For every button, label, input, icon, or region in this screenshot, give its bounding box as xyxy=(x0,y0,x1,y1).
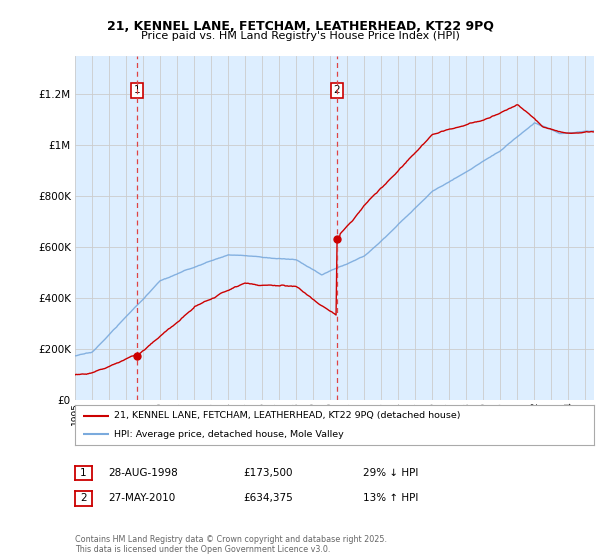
Text: 21, KENNEL LANE, FETCHAM, LEATHERHEAD, KT22 9PQ (detached house): 21, KENNEL LANE, FETCHAM, LEATHERHEAD, K… xyxy=(114,411,460,420)
Text: 2: 2 xyxy=(334,86,340,95)
Text: 1: 1 xyxy=(80,468,86,478)
Text: 21, KENNEL LANE, FETCHAM, LEATHERHEAD, KT22 9PQ: 21, KENNEL LANE, FETCHAM, LEATHERHEAD, K… xyxy=(107,20,493,32)
Text: 13% ↑ HPI: 13% ↑ HPI xyxy=(363,493,418,503)
Text: 28-AUG-1998: 28-AUG-1998 xyxy=(108,468,178,478)
Text: HPI: Average price, detached house, Mole Valley: HPI: Average price, detached house, Mole… xyxy=(114,430,344,439)
Text: 27-MAY-2010: 27-MAY-2010 xyxy=(108,493,175,503)
Text: Contains HM Land Registry data © Crown copyright and database right 2025.
This d: Contains HM Land Registry data © Crown c… xyxy=(75,535,387,554)
Text: Price paid vs. HM Land Registry's House Price Index (HPI): Price paid vs. HM Land Registry's House … xyxy=(140,31,460,41)
Text: 29% ↓ HPI: 29% ↓ HPI xyxy=(363,468,418,478)
Text: £173,500: £173,500 xyxy=(243,468,293,478)
Text: £634,375: £634,375 xyxy=(243,493,293,503)
Text: 1: 1 xyxy=(134,86,140,95)
Text: 2: 2 xyxy=(80,493,86,503)
